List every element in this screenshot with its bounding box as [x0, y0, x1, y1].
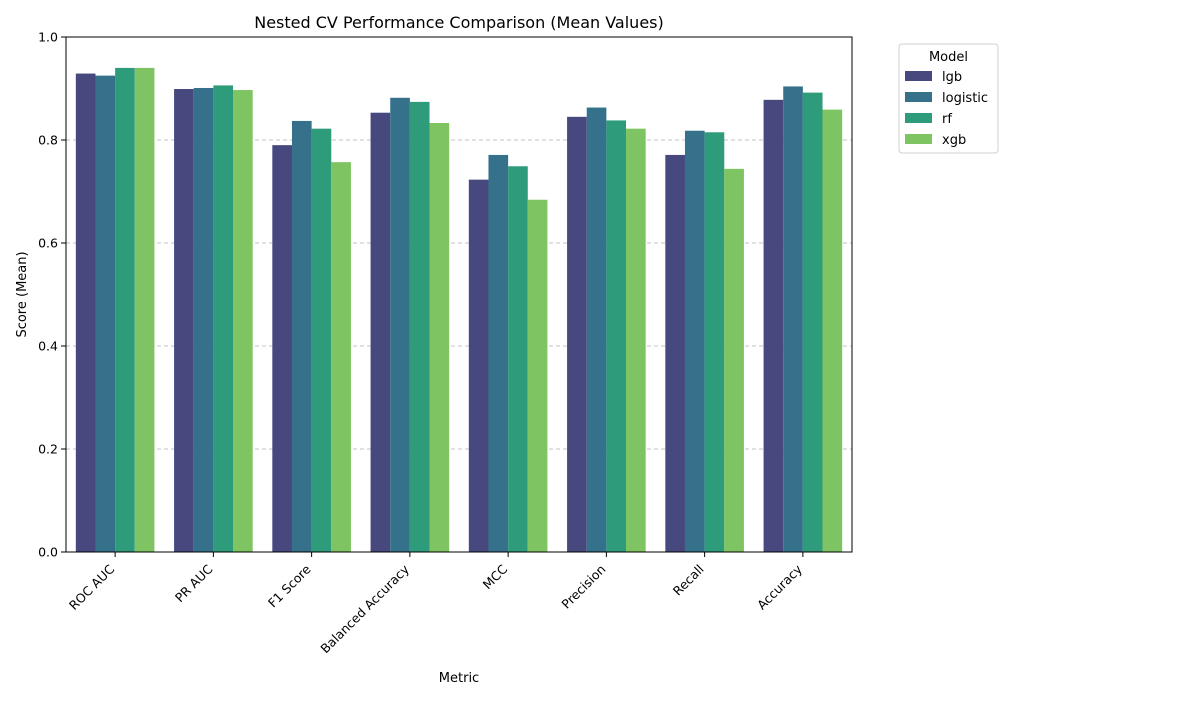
bar-xgb-3: [429, 123, 450, 552]
bar-rf-2: [311, 128, 332, 553]
y-tick-label: 0.4: [38, 339, 58, 354]
bar-rf-1: [213, 85, 234, 552]
x-tick-label: F1 Score: [265, 561, 314, 610]
y-tick-label: 0.8: [38, 133, 58, 148]
bar-logistic-6: [684, 130, 705, 553]
legend-label-logistic: logistic: [942, 91, 988, 106]
y-axis-title: Score (Mean): [15, 251, 30, 337]
bar-logistic-7: [783, 86, 803, 552]
y-tick-label: 0.2: [38, 442, 58, 457]
bar-rf-7: [802, 92, 823, 553]
bar-logistic-2: [291, 120, 312, 552]
x-axis-title: Metric: [439, 671, 479, 686]
bar-logistic-4: [488, 154, 509, 552]
bar-rf-6: [704, 132, 725, 552]
bar-xgb-0: [134, 67, 155, 553]
bar-logistic-0: [95, 75, 116, 552]
x-tick-label: Precision: [558, 562, 608, 612]
bar-xgb-4: [527, 199, 548, 553]
chart-title: Nested CV Performance Comparison (Mean V…: [254, 13, 664, 32]
bar-logistic-3: [390, 97, 410, 553]
bar-xgb-7: [822, 109, 843, 553]
bar-logistic-5: [586, 107, 607, 553]
x-tick-label: Balanced Accuracy: [317, 561, 412, 656]
bar-xgb-6: [724, 168, 744, 552]
plot-frame: [65, 36, 853, 553]
legend-swatch-lgb: [905, 71, 932, 81]
bar-rf-3: [409, 101, 430, 552]
legend-label-rf: rf: [942, 112, 952, 127]
x-tick-label: ROC AUC: [66, 561, 118, 613]
x-tick-label: MCC: [480, 561, 511, 592]
legend-title: Model: [929, 50, 968, 65]
legend-label-lgb: lgb: [942, 70, 962, 85]
x-tick-label: Recall: [670, 562, 707, 599]
bar-lgb-5: [567, 116, 587, 552]
legend-swatch-logistic: [905, 92, 932, 102]
bar-lgb-1: [174, 89, 194, 552]
bar-lgb-0: [75, 73, 96, 552]
bar-rf-0: [115, 67, 135, 553]
legend-swatch-rf: [905, 113, 932, 123]
bar-lgb-6: [665, 154, 685, 552]
legend-swatch-xgb: [905, 134, 932, 144]
legend: Model lgb logistic rf xgb: [898, 43, 999, 154]
bar-lgb-7: [763, 99, 784, 552]
bar-lgb-2: [272, 145, 292, 552]
y-tick-label: 1.0: [38, 30, 58, 45]
x-tick-label: Accuracy: [754, 561, 805, 612]
x-axis: ROC AUC PR AUC F1 Score Balanced Accuracy MC…: [66, 552, 805, 656]
bar-logistic-1: [193, 87, 214, 553]
bars: [75, 67, 843, 553]
bar-rf-5: [606, 120, 627, 553]
bar-lgb-3: [370, 112, 391, 552]
bar-xgb-5: [626, 128, 646, 553]
bar-lgb-4: [468, 179, 489, 552]
bar-xgb-2: [331, 162, 351, 552]
y-tick-label: 0.6: [38, 236, 58, 251]
x-tick-label: PR AUC: [172, 561, 216, 605]
legend-label-xgb: xgb: [942, 133, 966, 148]
y-tick-label: 0.0: [38, 545, 58, 560]
y-axis: 0.0 0.2 0.4 0.6 0.8 1.0: [38, 30, 66, 560]
bar-xgb-1: [233, 90, 253, 553]
bar-rf-4: [508, 166, 528, 552]
